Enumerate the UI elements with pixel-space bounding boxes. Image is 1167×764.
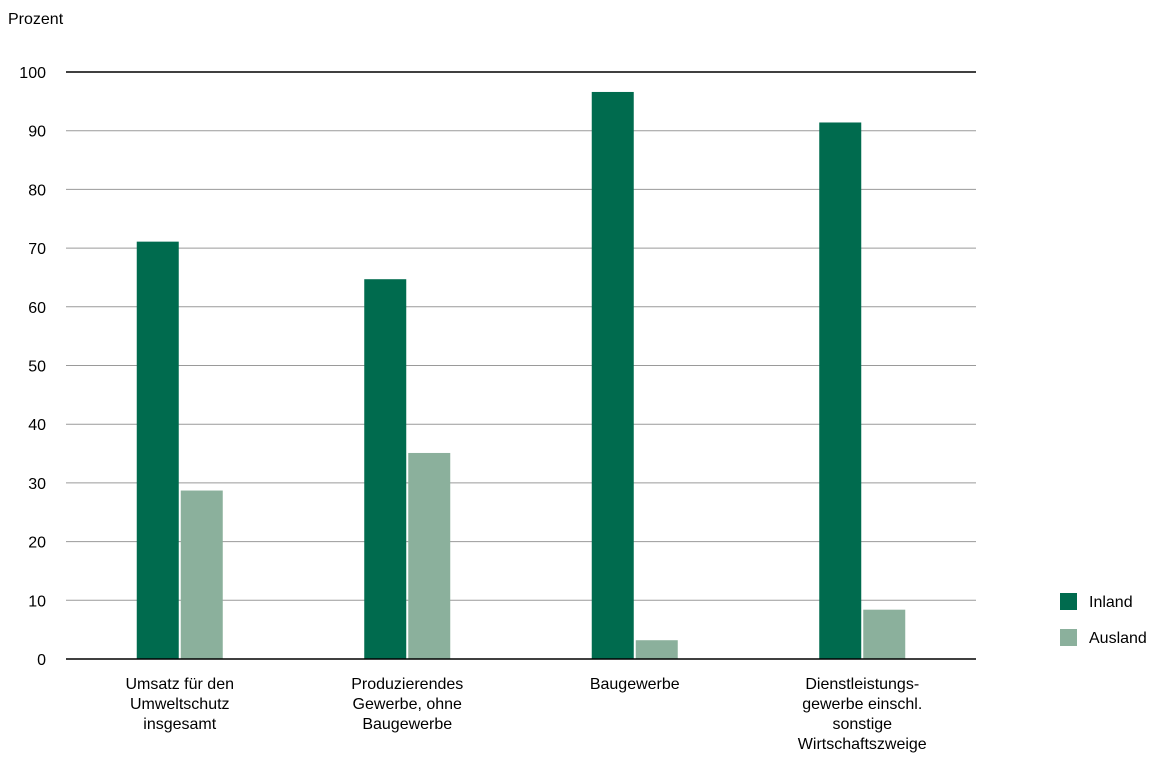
- bar-inland-1: [364, 279, 407, 659]
- y-tick-label: 40: [28, 417, 46, 434]
- y-tick-label: 50: [28, 359, 46, 376]
- legend-label-inland: Inland: [1089, 594, 1133, 611]
- y-tick-label: 10: [28, 593, 46, 610]
- category-labels: Umsatz für den Umweltschutz insgesamt Produ…: [126, 676, 927, 753]
- category-label-line: Umsatz für den: [126, 676, 234, 693]
- legend-swatch-inland: [1060, 593, 1077, 610]
- bar-ausland-2: [635, 640, 678, 659]
- y-tick-label: 90: [28, 124, 46, 141]
- y-tick-label: 20: [28, 535, 46, 552]
- category-label-line: Baugewerbe: [590, 676, 680, 693]
- bar-ausland-0: [180, 490, 223, 659]
- y-tick-label: 70: [28, 241, 46, 258]
- category-label-line: Baugewerbe: [362, 716, 452, 733]
- bars: [136, 91, 906, 660]
- category-label-line: Dienstleistungs-: [805, 676, 919, 693]
- bar-inland-3: [819, 122, 862, 660]
- y-axis-ticks: 0 10 20 30 40 50 60 70 80 90 100: [19, 65, 46, 669]
- category-label-line: Umweltschutz: [130, 696, 230, 713]
- legend-swatch-ausland: [1060, 629, 1077, 646]
- category-label: Dienstleistungs-gewerbe einschl. sonstige…: [798, 676, 927, 753]
- category-label-line: sonstige: [832, 716, 892, 733]
- y-tick-label: 0: [37, 652, 46, 669]
- bar-inland-0: [136, 241, 179, 659]
- bar-inland-2: [591, 91, 634, 659]
- category-label: Produzierendes Gewerbe, ohne Baugewerbe: [351, 676, 463, 733]
- category-label: Baugewerbe: [590, 676, 680, 693]
- category-label-line: Produzierendes: [351, 676, 463, 693]
- legend-label-ausland: Ausland: [1089, 630, 1147, 647]
- y-tick-label: 60: [28, 300, 46, 317]
- legend: Inland Ausland: [1060, 593, 1147, 647]
- category-label-line: gewerbe einschl.: [802, 696, 922, 713]
- category-label-line: Gewerbe, ohne: [353, 696, 463, 713]
- y-tick-label: 80: [28, 182, 46, 199]
- category-label-line: Wirtschaftszweige: [798, 736, 927, 753]
- y-tick-label: 30: [28, 476, 46, 493]
- y-tick-label: 100: [19, 65, 46, 82]
- y-axis-unit-label: Prozent: [8, 11, 64, 28]
- category-label: Umsatz für den Umweltschutz insgesamt: [126, 676, 234, 733]
- bar-ausland-1: [408, 452, 451, 659]
- bar-ausland-3: [863, 609, 906, 659]
- category-label-line: insgesamt: [143, 716, 216, 733]
